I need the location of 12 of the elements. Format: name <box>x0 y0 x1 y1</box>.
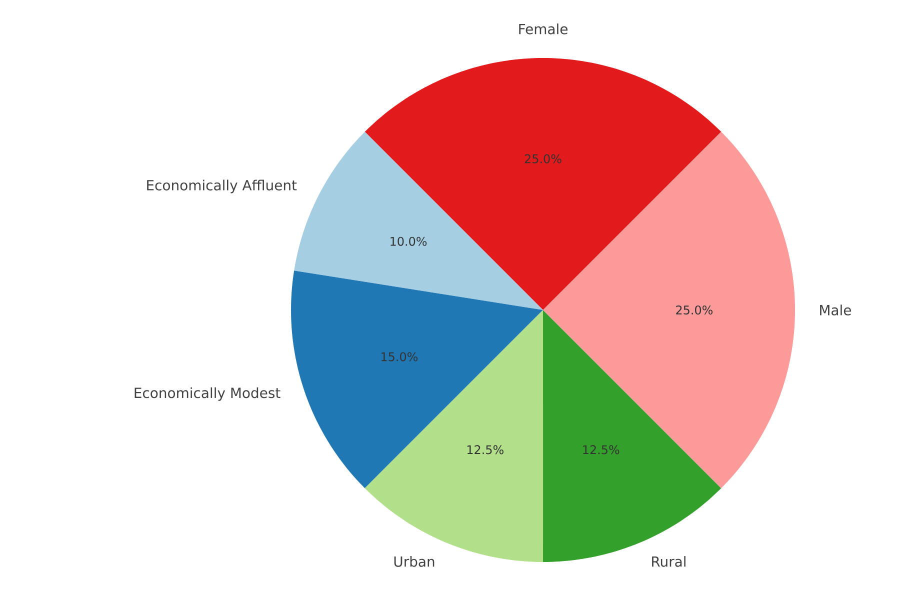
slice-label: Economically Modest <box>134 387 280 401</box>
slice-label: Male <box>820 304 851 316</box>
data-label: 25.0% <box>676 305 713 315</box>
data-label: 10.0% <box>390 236 427 246</box>
slice-label: Economically Affluent <box>147 180 297 194</box>
slice-label: Rural <box>652 556 686 567</box>
slice-label: Urban <box>394 556 434 567</box>
data-label: 12.5% <box>583 445 620 454</box>
data-label: 15.0% <box>382 352 418 362</box>
slice-label: Female <box>519 24 568 34</box>
data-label: 12.5% <box>467 445 504 454</box>
data-label: 25.0% <box>524 154 562 164</box>
